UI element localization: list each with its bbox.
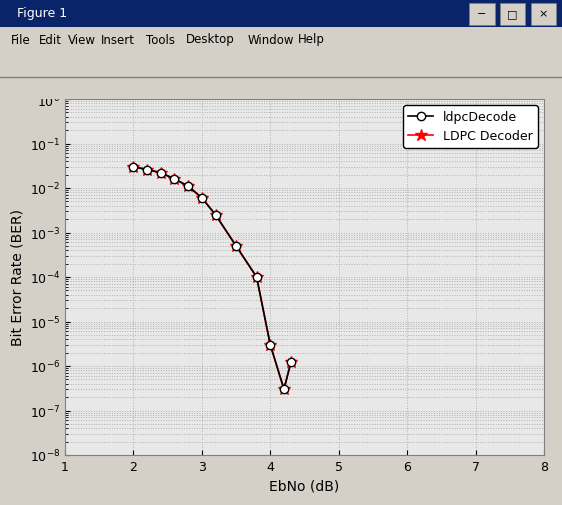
ldpcDecode (157, 170, 164, 176)
Text: Tools: Tools (146, 33, 175, 46)
Text: Insert: Insert (101, 33, 135, 46)
ldpcDecode (233, 243, 239, 249)
ldpcDecode (287, 360, 294, 366)
Text: Edit: Edit (39, 33, 62, 46)
ldpcDecode (280, 386, 287, 392)
Title: LDPC Decoder BER Performance Comparison: Docsis Standard: LDPC Decoder BER Performance Comparison:… (38, 79, 562, 94)
Line: ldpcDecode: ldpcDecode (129, 163, 295, 394)
ldpcDecode (144, 167, 151, 173)
LDPC Decoder (267, 342, 274, 348)
Text: Desktop: Desktop (185, 33, 234, 46)
LDPC Decoder (233, 243, 239, 249)
LDPC Decoder (185, 184, 192, 190)
Text: −: − (477, 9, 486, 19)
ldpcDecode (185, 184, 192, 190)
ldpcDecode (198, 195, 205, 201)
LDPC Decoder (253, 274, 260, 280)
ldpcDecode (267, 342, 274, 348)
LDPC Decoder (130, 165, 137, 171)
Text: View: View (67, 33, 96, 46)
ldpcDecode (253, 274, 260, 280)
Y-axis label: Bit Error Rate (BER): Bit Error Rate (BER) (10, 209, 24, 346)
Legend: ldpcDecode, LDPC Decoder: ldpcDecode, LDPC Decoder (403, 106, 538, 148)
Line: LDPC Decoder: LDPC Decoder (127, 161, 297, 396)
LDPC Decoder (171, 177, 178, 183)
LDPC Decoder (280, 386, 287, 392)
Text: Figure 1: Figure 1 (17, 8, 67, 21)
LDPC Decoder (157, 170, 164, 176)
ldpcDecode (171, 177, 178, 183)
Text: □: □ (507, 9, 518, 19)
Text: ×: × (539, 9, 548, 19)
Text: File: File (11, 33, 31, 46)
LDPC Decoder (212, 212, 219, 218)
X-axis label: EbNo (dB): EbNo (dB) (269, 478, 339, 492)
LDPC Decoder (287, 360, 294, 366)
Text: Window: Window (247, 33, 294, 46)
ldpcDecode (212, 212, 219, 218)
LDPC Decoder (198, 195, 205, 201)
ldpcDecode (130, 165, 137, 171)
Text: Help: Help (298, 33, 325, 46)
LDPC Decoder (144, 167, 151, 173)
